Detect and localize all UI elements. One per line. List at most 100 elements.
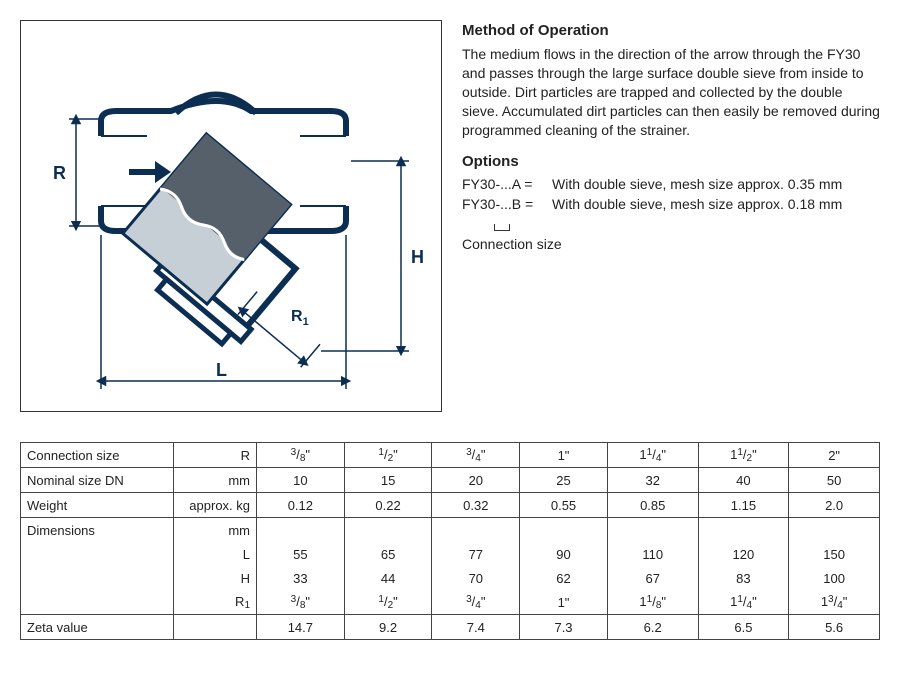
cell — [257, 518, 345, 543]
dim-label-r1: R1 — [291, 308, 309, 328]
cell: 40 — [698, 468, 789, 493]
row-label: Zeta value — [21, 615, 174, 640]
cell: 100 — [789, 566, 880, 590]
cell: 2" — [789, 443, 880, 468]
cell: 11/8" — [607, 590, 698, 615]
cell: 110 — [607, 542, 698, 566]
cell: 3/4" — [432, 443, 520, 468]
cell: 2.0 — [789, 493, 880, 518]
row-label — [21, 542, 174, 566]
cell — [789, 518, 880, 543]
connection-size-label: Connection size — [462, 236, 562, 252]
cell: 0.22 — [344, 493, 432, 518]
cell: 11/4" — [607, 443, 698, 468]
heading-options: Options — [462, 153, 880, 170]
dim-label-r: R — [53, 163, 66, 183]
table-row: L55657790110120150 — [21, 542, 880, 566]
option-key: FY30-...A = — [462, 176, 552, 192]
cell: 50 — [789, 468, 880, 493]
cell: 44 — [344, 566, 432, 590]
dim-label-h: H — [411, 247, 424, 267]
connection-size-legend: Connection size — [462, 220, 880, 252]
row-unit: mm — [174, 468, 257, 493]
cell: 0.32 — [432, 493, 520, 518]
cell: 55 — [257, 542, 345, 566]
cell: 20 — [432, 468, 520, 493]
cell: 1" — [520, 590, 608, 615]
cell — [607, 518, 698, 543]
cell: 11/2" — [698, 443, 789, 468]
table-row: H334470626783100 — [21, 566, 880, 590]
row-label: Connection size — [21, 443, 174, 468]
cell: 6.5 — [698, 615, 789, 640]
cell: 83 — [698, 566, 789, 590]
cell: 3/4" — [432, 590, 520, 615]
cell: 7.3 — [520, 615, 608, 640]
row-unit — [174, 615, 257, 640]
cell: 5.6 — [789, 615, 880, 640]
cell: 11/4" — [698, 590, 789, 615]
table-row: Nominal size DNmm10152025324050 — [21, 468, 880, 493]
row-unit: approx. kg — [174, 493, 257, 518]
option-desc: With double sieve, mesh size approx. 0.1… — [552, 196, 842, 212]
row-label — [21, 566, 174, 590]
cell: 9.2 — [344, 615, 432, 640]
option-desc: With double sieve, mesh size approx. 0.3… — [552, 176, 842, 192]
cell: 3/8" — [257, 590, 345, 615]
cell: 62 — [520, 566, 608, 590]
cell: 65 — [344, 542, 432, 566]
strainer-diagram: R H L R1 — [21, 21, 441, 411]
cell — [432, 518, 520, 543]
diagram-box: R H L R1 — [20, 20, 442, 412]
table-row: Connection sizeR3/8"1/2"3/4"1"11/4"11/2"… — [21, 443, 880, 468]
option-row: FY30-...B = With double sieve, mesh size… — [462, 196, 880, 212]
cell: 32 — [607, 468, 698, 493]
cell: 77 — [432, 542, 520, 566]
row-unit: R1 — [174, 590, 257, 615]
cell: 1/2" — [344, 443, 432, 468]
bracket-icon — [494, 224, 510, 231]
option-row: FY30-...A = With double sieve, mesh size… — [462, 176, 880, 192]
row-unit: H — [174, 566, 257, 590]
heading-method: Method of Operation — [462, 22, 880, 39]
option-key: FY30-...B = — [462, 196, 552, 212]
dim-label-l: L — [216, 360, 227, 380]
cell: 6.2 — [607, 615, 698, 640]
cell: 120 — [698, 542, 789, 566]
cell: 70 — [432, 566, 520, 590]
cell: 15 — [344, 468, 432, 493]
cell — [698, 518, 789, 543]
cell: 67 — [607, 566, 698, 590]
cell — [520, 518, 608, 543]
cell: 7.4 — [432, 615, 520, 640]
row-label: Dimensions — [21, 518, 174, 543]
row-unit: L — [174, 542, 257, 566]
table-row: Dimensionsmm — [21, 518, 880, 543]
cell — [344, 518, 432, 543]
method-paragraph: The medium flows in the direction of the… — [462, 45, 880, 139]
row-label: Weight — [21, 493, 174, 518]
cell: 0.85 — [607, 493, 698, 518]
cell: 3/8" — [257, 443, 345, 468]
top-row: R H L R1 Method of — [20, 20, 880, 412]
cell: 1" — [520, 443, 608, 468]
table-row: Weightapprox. kg0.120.220.320.550.851.15… — [21, 493, 880, 518]
cell: 1.15 — [698, 493, 789, 518]
cell: 14.7 — [257, 615, 345, 640]
cell: 0.55 — [520, 493, 608, 518]
row-unit: mm — [174, 518, 257, 543]
cell: 25 — [520, 468, 608, 493]
table-row: R13/8"1/2"3/4"1"11/8"11/4"13/4" — [21, 590, 880, 615]
row-label: Nominal size DN — [21, 468, 174, 493]
cell: 13/4" — [789, 590, 880, 615]
cell: 33 — [257, 566, 345, 590]
cell: 0.12 — [257, 493, 345, 518]
cell: 1/2" — [344, 590, 432, 615]
text-column: Method of Operation The medium flows in … — [462, 20, 880, 252]
spec-table: Connection sizeR3/8"1/2"3/4"1"11/4"11/2"… — [20, 442, 880, 640]
cell: 150 — [789, 542, 880, 566]
cell: 90 — [520, 542, 608, 566]
cell: 10 — [257, 468, 345, 493]
table-row: Zeta value 14.79.27.47.36.26.55.6 — [21, 615, 880, 640]
row-unit: R — [174, 443, 257, 468]
